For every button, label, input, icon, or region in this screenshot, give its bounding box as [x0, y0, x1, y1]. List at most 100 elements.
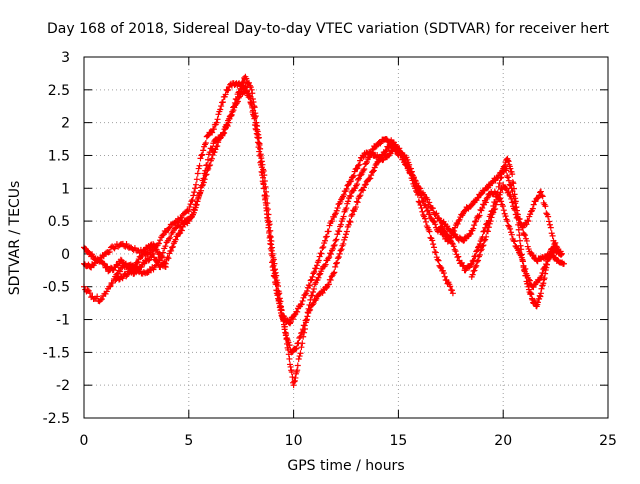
data-point-marker	[348, 178, 355, 185]
data-point-marker	[415, 198, 422, 205]
data-point-marker	[160, 260, 167, 267]
data-point-marker	[139, 253, 146, 260]
data-point-marker	[162, 243, 169, 250]
data-point-marker	[345, 198, 352, 205]
data-point-marker	[226, 115, 233, 122]
y-tick-label: 0.5	[48, 214, 70, 230]
data-point-marker	[347, 178, 354, 185]
data-point-marker	[471, 222, 478, 229]
data-point-marker	[488, 214, 495, 221]
data-point-marker	[354, 199, 361, 206]
data-point-marker	[510, 237, 517, 244]
data-point-marker	[497, 175, 504, 182]
data-point-marker	[361, 165, 368, 172]
data-point-marker	[403, 162, 410, 169]
data-point-marker	[333, 236, 340, 243]
data-point-marker	[307, 277, 314, 284]
data-point-marker	[201, 170, 208, 177]
tick-layer: 0 5 10 15 20 25 3 2.5 2 1.5 1 0.5 0 -0.5 -1 -1.5 -2 -2.5	[43, 50, 617, 449]
data-point-marker	[329, 218, 336, 225]
data-point-marker	[214, 116, 221, 123]
data-point-marker	[448, 240, 455, 247]
data-point-marker	[267, 240, 274, 247]
data-point-marker	[299, 326, 306, 333]
data-point-marker	[552, 239, 559, 246]
data-point-marker	[305, 282, 312, 289]
data-point-marker	[459, 263, 466, 270]
data-point-marker	[493, 201, 500, 208]
data-point-marker	[340, 213, 347, 220]
data-point-marker	[522, 272, 529, 279]
data-point-marker	[433, 210, 440, 217]
y-tick-label: 0	[61, 247, 70, 263]
data-point-marker	[485, 224, 492, 231]
data-point-marker	[97, 296, 104, 303]
data-point-marker	[224, 87, 231, 94]
data-point-marker	[434, 256, 441, 263]
data-point-marker	[194, 170, 201, 177]
data-point-marker	[504, 174, 511, 181]
y-axis-label: SDTVAR / TECUs	[7, 181, 23, 296]
data-point-marker	[310, 289, 317, 296]
data-point-marker	[202, 167, 209, 174]
data-point-marker	[492, 205, 499, 212]
data-point-marker	[471, 267, 478, 274]
data-point-marker	[472, 218, 479, 225]
data-point-marker	[505, 177, 512, 184]
data-point-marker	[469, 258, 476, 265]
data-point-marker	[343, 205, 350, 212]
data-point-marker	[467, 261, 474, 268]
data-point-marker	[210, 126, 217, 133]
data-point-marker	[475, 244, 482, 251]
data-point-marker	[470, 268, 477, 275]
data-point-marker	[325, 281, 332, 288]
data-point-marker	[506, 191, 513, 198]
data-point-marker	[515, 226, 522, 233]
data-point-marker	[313, 262, 320, 269]
data-point-marker	[338, 246, 345, 253]
data-point-marker	[293, 345, 300, 352]
data-point-marker	[409, 171, 416, 178]
data-point-marker	[344, 182, 351, 189]
data-point-marker	[103, 288, 110, 295]
data-point-marker	[193, 176, 200, 183]
data-point-marker	[144, 269, 151, 276]
data-point-marker	[549, 232, 556, 239]
data-point-marker	[258, 158, 265, 165]
data-point-marker	[265, 224, 272, 231]
data-point-marker	[336, 250, 343, 257]
data-point-marker	[166, 224, 173, 231]
data-point-marker	[206, 149, 213, 156]
data-point-marker	[337, 221, 344, 228]
data-point-marker	[104, 263, 111, 270]
data-point-marker	[337, 247, 344, 254]
data-point-marker	[521, 231, 528, 238]
data-point-marker	[334, 204, 341, 211]
data-point-marker	[294, 308, 301, 315]
data-point-marker	[225, 119, 232, 126]
data-point-marker	[270, 267, 277, 274]
y-tick-label: 2.5	[48, 83, 70, 99]
data-point-marker	[214, 143, 221, 150]
data-point-marker	[448, 287, 455, 294]
data-point-marker	[301, 322, 308, 329]
data-point-marker	[438, 223, 445, 230]
data-point-marker	[258, 164, 265, 171]
data-point-marker	[304, 313, 311, 320]
data-point-marker	[117, 256, 124, 263]
data-point-marker	[476, 251, 483, 258]
data-point-marker	[106, 248, 113, 255]
data-point-marker	[157, 237, 164, 244]
x-tick-label: 15	[389, 433, 407, 449]
data-point-marker	[497, 189, 504, 196]
data-point-marker	[252, 113, 259, 120]
data-point-marker	[294, 362, 301, 369]
data-point-marker	[100, 260, 107, 267]
data-point-marker	[230, 104, 237, 111]
data-point-marker	[286, 355, 293, 362]
data-point-marker	[204, 132, 211, 139]
data-point-marker	[522, 232, 529, 239]
data-point-marker	[145, 257, 152, 264]
data-point-marker	[189, 211, 196, 218]
